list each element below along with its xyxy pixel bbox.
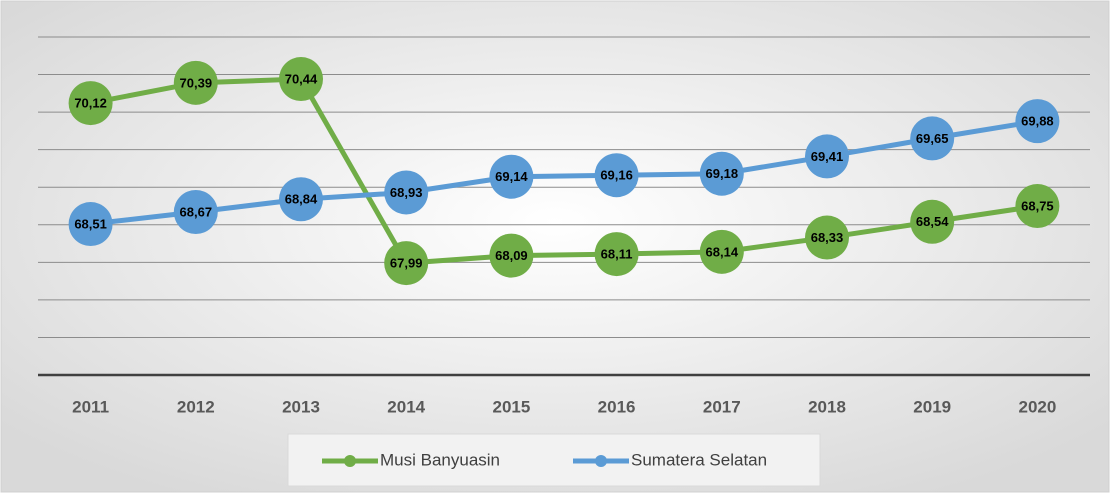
marker	[173, 60, 218, 105]
marker	[489, 233, 534, 278]
data-label: 68,54	[916, 214, 949, 229]
data-label: 68,11	[601, 247, 633, 262]
data-label: 68,51	[74, 216, 107, 231]
data-label: 70,39	[180, 75, 213, 90]
marker	[384, 241, 429, 286]
series-line	[90, 118, 1038, 227]
marker	[699, 229, 744, 274]
legend-marker	[344, 455, 356, 467]
x-tick-label: 2019	[913, 397, 951, 416]
x-tick-label: 2011	[72, 397, 109, 416]
marker	[910, 116, 955, 161]
x-tick-label: 2012	[177, 397, 215, 416]
data-label: 68,09	[495, 248, 528, 263]
marker	[594, 232, 639, 277]
marker	[594, 153, 639, 198]
legend-label: Sumatera Selatan	[631, 450, 767, 469]
marker	[279, 57, 323, 102]
data-label: 69,65	[916, 131, 949, 146]
x-tick-label: 2018	[808, 397, 846, 416]
x-tick-label: 2013	[282, 397, 320, 416]
data-label: 68,93	[390, 185, 423, 200]
marker	[384, 170, 429, 215]
data-label: 68,67	[180, 204, 213, 219]
marker	[1015, 99, 1060, 144]
data-label: 70,44	[285, 71, 318, 86]
data-label: 69,18	[706, 166, 739, 181]
marker	[910, 199, 955, 244]
x-tick-label: 2016	[598, 397, 636, 416]
data-label: 68,33	[811, 230, 844, 245]
legend-marker	[595, 455, 607, 467]
marker	[68, 202, 113, 247]
data-label: 67,99	[390, 256, 423, 271]
legend-label: Musi Banyuasin	[380, 450, 500, 469]
marker	[1015, 184, 1060, 228]
x-tick-label: 2020	[1018, 397, 1056, 416]
data-label: 68,14	[706, 244, 739, 259]
x-tick-label: 2014	[387, 397, 425, 416]
marker	[173, 190, 218, 235]
x-tick-label: 2017	[703, 397, 741, 416]
marker	[805, 134, 849, 179]
series-line	[90, 76, 1038, 266]
x-tick-label: 2015	[492, 397, 530, 416]
data-label: 69,16	[600, 168, 633, 183]
data-label: 69,41	[811, 149, 844, 164]
data-label: 69,14	[495, 169, 528, 184]
marker	[699, 151, 744, 196]
data-label: 68,75	[1021, 198, 1054, 213]
marker	[68, 81, 113, 126]
data-label: 69,88	[1021, 114, 1054, 129]
data-label: 68,84	[285, 192, 318, 207]
marker	[489, 154, 534, 199]
data-label: 70,12	[74, 96, 107, 111]
marker	[805, 215, 849, 260]
marker	[279, 177, 323, 222]
